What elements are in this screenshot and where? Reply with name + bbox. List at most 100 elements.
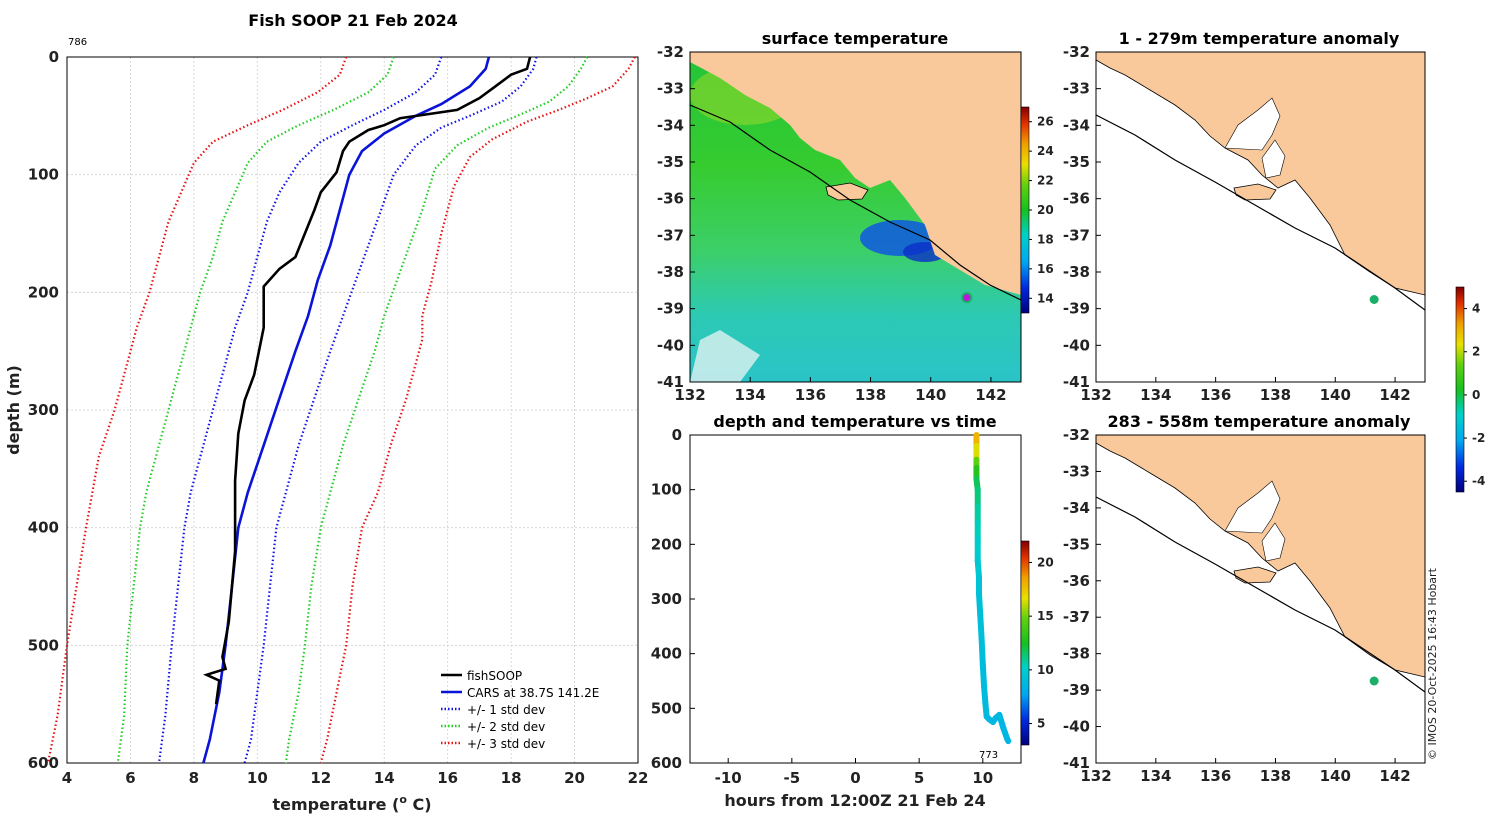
anomaly-colorbar-tick-label: 4 (1472, 302, 1480, 316)
profile-title: Fish SOOP 21 Feb 2024 (248, 11, 457, 30)
anomaly2-xtick-label: 134 (1140, 767, 1171, 785)
profile-series--1-std (243, 56, 538, 764)
anomaly2-frame (1095, 434, 1426, 764)
depth-time-frame (689, 434, 1022, 764)
anomaly-colorbar-tick-label: 0 (1472, 388, 1480, 402)
anomaly2-station-marker (1369, 676, 1379, 686)
sst-land (690, 52, 1021, 295)
anomaly2-island (1233, 566, 1277, 584)
anomaly2-xtick-label: 132 (1080, 767, 1111, 785)
profile-ylabel: depth (m) (4, 365, 23, 455)
anomaly1-xtick-label: 138 (1260, 386, 1291, 404)
profile-xtick-label: 6 (125, 769, 135, 787)
depth-time-track-segment (979, 661, 988, 690)
profile-series--2-std (116, 56, 395, 764)
vessel-position-marker (961, 292, 973, 304)
anomaly2-ytick-label: -34 (1063, 499, 1090, 517)
depth-time-ytick-label: 400 (651, 645, 682, 663)
anomaly2-ytick-label: -41 (1063, 754, 1090, 772)
copyright-footer: © IMOS 20-Oct-2025 16:43 Hobart (1426, 567, 1439, 760)
sst-map: 132 134 136 138 140 142 -32 -33 -34 -35 -36 -37 -38… (657, 29, 1054, 404)
profile-xtick-label: 12 (310, 769, 331, 787)
sst-cloud-gap (690, 330, 760, 382)
sst-xtick-label: 140 (915, 386, 946, 404)
anomaly1-xtick-label: 134 (1140, 386, 1171, 404)
anomaly2-xtick-label: 140 (1320, 767, 1351, 785)
depth-time-xtick-label: 5 (914, 769, 924, 787)
depth-time-ytick-label: 200 (651, 535, 682, 553)
sst-ytick-label: -32 (657, 43, 684, 61)
sst-colorbar-tick-label: 20 (1037, 203, 1054, 217)
sst-kangaroo-island (825, 182, 869, 201)
profile-xtick-label: 18 (501, 769, 522, 787)
profile-xtick-label: 8 (189, 769, 199, 787)
sst-xtick-label: 132 (674, 386, 705, 404)
anomaly2-ytick-label: -38 (1063, 645, 1090, 663)
sst-colorbar-tick-label: 14 (1037, 291, 1054, 305)
profile-chart: 4 6 8 10 12 14 16 18 20 22 0 100 200 300 400 500 600 Fi… (4, 11, 648, 814)
profile-xtick-label: 22 (628, 769, 649, 787)
anomaly2-ytick-label: -33 (1063, 462, 1090, 480)
anomaly1-shelf-break (1096, 114, 1425, 311)
legend-label-cars: CARS at 38.7S 141.2E (467, 686, 599, 700)
sst-ytick-label: -38 (657, 263, 684, 281)
depth-time-chart: -10 -5 0 5 10 0 100 200 300 400 500 600 depth and … (651, 412, 1054, 810)
sst-ytick-label: -35 (657, 153, 684, 171)
anomaly2-gulf-2 (1261, 522, 1286, 562)
anomaly-colorbar-tick-label: -2 (1472, 431, 1485, 445)
anomaly1-xtick-label: 132 (1080, 386, 1111, 404)
depth-time-colorbar-tick-label: 15 (1037, 609, 1054, 623)
anomaly1-gulf-2 (1261, 139, 1286, 179)
anomaly1-ytick-label: -35 (1063, 153, 1090, 171)
legend-label-std3: +/- 3 std dev (467, 737, 545, 751)
anomaly2-xtick-label: 138 (1260, 767, 1291, 785)
anomaly1-station-marker (1369, 295, 1379, 304)
anomaly-colorbar-tick-label: -4 (1472, 474, 1485, 488)
sst-colorbar-tick-label: 22 (1037, 174, 1054, 188)
depth-time-xtick-label: 0 (850, 769, 860, 787)
profile-series--3-std (319, 56, 636, 764)
anomaly2-title: 283 - 558m temperature anomaly (1108, 412, 1411, 431)
anomaly-colorbar-tick-label: 2 (1472, 345, 1480, 359)
anomaly1-ytick-label: -38 (1063, 263, 1090, 281)
anomaly1-ytick-label: -32 (1063, 43, 1090, 61)
sst-ytick-label: -36 (657, 190, 684, 208)
profile-id-label: 786 (68, 37, 87, 48)
anomaly1-ytick-label: -41 (1063, 373, 1090, 391)
profile-ytick-label: 500 (28, 636, 59, 654)
anomaly-colorbar (1455, 286, 1465, 493)
sst-colorbar-tick-label: 18 (1037, 232, 1054, 246)
anomaly2-ytick-label: -40 (1063, 718, 1090, 736)
depth-time-ytick-label: 500 (651, 699, 682, 717)
anomaly1-xtick-label: 140 (1320, 386, 1351, 404)
profile-ytick-label: 400 (28, 519, 59, 537)
anomaly1-frame (1095, 51, 1426, 383)
depth-time-xtick-label: 10 (972, 769, 993, 787)
depth-time-ytick-label: 300 (651, 590, 682, 608)
depth-time-track-segment (1003, 735, 1012, 745)
anomaly1-ytick-label: -37 (1063, 226, 1090, 244)
depth-time-colorbar-tick-label: 10 (1037, 663, 1054, 677)
sst-colorbar (1020, 106, 1030, 314)
profile-series--3-std (46, 56, 348, 764)
profile-xtick-label: 4 (62, 769, 72, 787)
profile-ytick-label: 300 (28, 401, 59, 419)
anomaly1-xtick-label: 136 (1200, 386, 1231, 404)
sst-shelf-break (690, 104, 1021, 301)
legend-label-std1: +/- 1 std dev (467, 703, 545, 717)
depth-time-colorbar-tick-label: 5 (1037, 717, 1045, 731)
anomaly1-island (1233, 183, 1277, 201)
depth-time-track-segment (977, 612, 985, 641)
anomaly2-xtick-label: 142 (1379, 767, 1410, 785)
profile-ytick-label: 0 (49, 48, 59, 66)
sst-ytick-label: -33 (657, 80, 684, 98)
sst-colorbar-tick-label: 24 (1037, 144, 1054, 158)
depth-time-colorbar-tick-label: 20 (1037, 555, 1054, 569)
anomaly-map-shallow: 132 134 136 138 140 142 -32 -33 -34 -35 -36 -37 -38… (1063, 29, 1426, 404)
profile-xtick-label: 16 (437, 769, 458, 787)
depth-time-xtick-label: -10 (715, 769, 742, 787)
depth-time-track-segment (978, 634, 986, 668)
anomaly1-xtick-label: 142 (1379, 386, 1410, 404)
profile-xtick-label: 14 (374, 769, 395, 787)
